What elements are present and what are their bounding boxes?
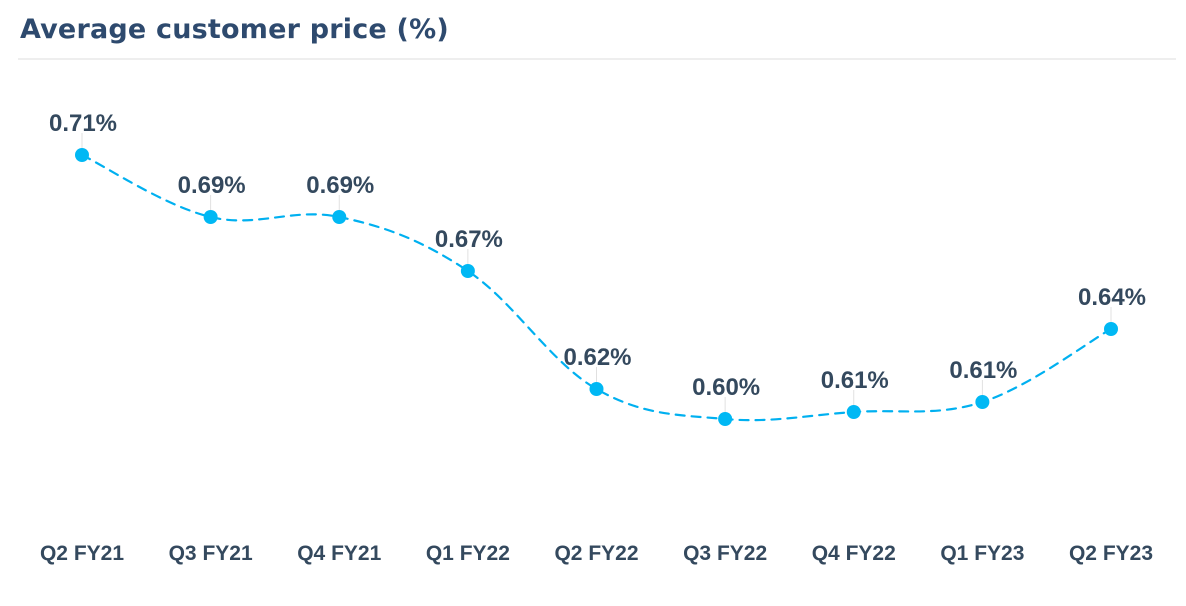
data-label: 0.62% [563,344,631,371]
data-label: 0.69% [306,172,374,199]
data-label: 0.71% [49,110,117,137]
data-point-marker[interactable] [203,210,218,224]
x-axis-label: Q2 FY21 [40,542,124,565]
data-labels: 0.71% 0.69% 0.69% 0.67% 0.62% 0.60% 0.61% 0.61%… [49,110,1146,401]
chart-title: Average customer price (%) [20,14,449,45]
data-label: 0.61% [949,357,1017,384]
data-point-marker[interactable] [75,148,89,162]
x-axis-label: Q2 FY23 [1069,542,1153,565]
data-point-marker[interactable] [332,210,347,224]
data-point-marker[interactable] [1104,322,1118,336]
label-leader-lines [81,133,1112,413]
data-label: 0.60% [692,374,760,401]
x-axis-labels: Q2 FY21 Q3 FY21 Q4 FY21 Q1 FY22 Q2 FY22 Q3 FY… [40,542,1153,565]
data-point-marker[interactable] [975,395,990,409]
data-label: 0.64% [1078,284,1146,311]
data-markers [75,148,1118,426]
x-axis-label: Q1 FY22 [426,542,510,565]
data-point-marker[interactable] [460,264,475,278]
x-axis-label: Q2 FY22 [554,542,638,565]
x-axis-label: Q3 FY21 [169,542,253,565]
data-point-marker[interactable] [718,412,733,426]
x-axis-label: Q1 FY23 [940,542,1024,565]
x-axis-label: Q4 FY22 [812,542,896,565]
x-axis-label: Q4 FY21 [297,542,381,565]
data-point-marker[interactable] [589,382,604,396]
series-line [80,153,1113,422]
title-divider [18,58,1176,60]
data-label: 0.61% [821,367,889,394]
x-axis-label: Q3 FY22 [683,542,767,565]
data-label: 0.69% [178,172,246,199]
data-point-marker[interactable] [846,405,861,419]
data-label: 0.67% [435,226,503,253]
